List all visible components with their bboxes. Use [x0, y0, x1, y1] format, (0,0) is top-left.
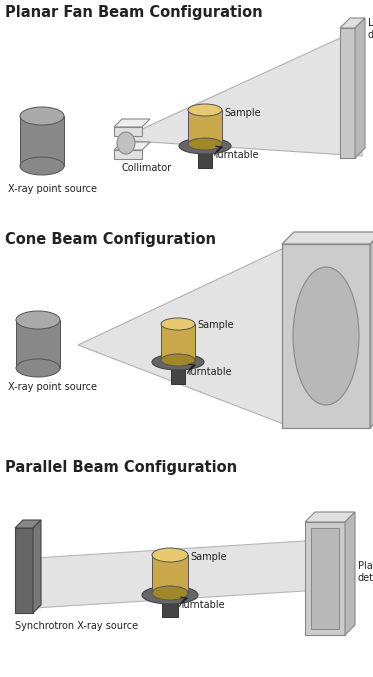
- Text: Planar Fan Beam Configuration: Planar Fan Beam Configuration: [5, 5, 263, 20]
- Polygon shape: [161, 324, 195, 360]
- Ellipse shape: [20, 107, 64, 125]
- Polygon shape: [345, 512, 355, 635]
- Ellipse shape: [179, 138, 231, 154]
- Polygon shape: [340, 18, 365, 28]
- Text: Turntable: Turntable: [213, 150, 258, 160]
- Text: Synchrotron X-ray source: Synchrotron X-ray source: [15, 621, 138, 631]
- Text: X-ray point source: X-ray point source: [8, 382, 97, 392]
- Polygon shape: [340, 28, 355, 158]
- Text: Cone Beam Configuration: Cone Beam Configuration: [5, 232, 216, 247]
- Ellipse shape: [117, 132, 135, 154]
- Polygon shape: [20, 116, 64, 166]
- Text: X-ray point source: X-ray point source: [8, 184, 97, 194]
- Text: Planar
detector: Planar detector: [358, 561, 373, 583]
- Ellipse shape: [152, 586, 188, 600]
- Text: Turntable: Turntable: [186, 367, 232, 377]
- Polygon shape: [15, 520, 41, 528]
- Ellipse shape: [188, 104, 222, 116]
- Polygon shape: [33, 520, 41, 613]
- Text: Parallel Beam Configuration: Parallel Beam Configuration: [5, 460, 237, 475]
- Text: Linear
detector array: Linear detector array: [368, 18, 373, 39]
- Text: Sample: Sample: [190, 552, 227, 562]
- Polygon shape: [35, 540, 320, 608]
- Polygon shape: [311, 528, 339, 629]
- Polygon shape: [171, 362, 185, 384]
- Polygon shape: [282, 244, 370, 428]
- Polygon shape: [114, 127, 142, 136]
- Ellipse shape: [161, 318, 195, 330]
- Polygon shape: [355, 18, 365, 158]
- Polygon shape: [198, 146, 212, 168]
- Polygon shape: [370, 232, 373, 428]
- Ellipse shape: [293, 267, 359, 405]
- Ellipse shape: [20, 157, 64, 175]
- Polygon shape: [114, 142, 150, 150]
- Ellipse shape: [142, 586, 198, 604]
- Polygon shape: [15, 528, 33, 613]
- Polygon shape: [118, 28, 362, 156]
- Text: Sample: Sample: [224, 108, 261, 118]
- Ellipse shape: [16, 311, 60, 329]
- Ellipse shape: [161, 354, 195, 366]
- Polygon shape: [162, 595, 178, 617]
- Ellipse shape: [16, 359, 60, 377]
- Text: Collimator: Collimator: [122, 163, 172, 173]
- Polygon shape: [188, 110, 222, 144]
- Polygon shape: [114, 150, 142, 159]
- Polygon shape: [305, 522, 345, 635]
- Polygon shape: [114, 119, 150, 127]
- Polygon shape: [152, 555, 188, 593]
- Ellipse shape: [152, 548, 188, 562]
- Polygon shape: [282, 232, 373, 244]
- Polygon shape: [305, 512, 355, 522]
- Text: Sample: Sample: [197, 320, 233, 330]
- Polygon shape: [16, 320, 60, 368]
- Polygon shape: [78, 247, 286, 425]
- Text: Turntable: Turntable: [179, 600, 225, 610]
- Ellipse shape: [188, 138, 222, 150]
- Ellipse shape: [152, 354, 204, 370]
